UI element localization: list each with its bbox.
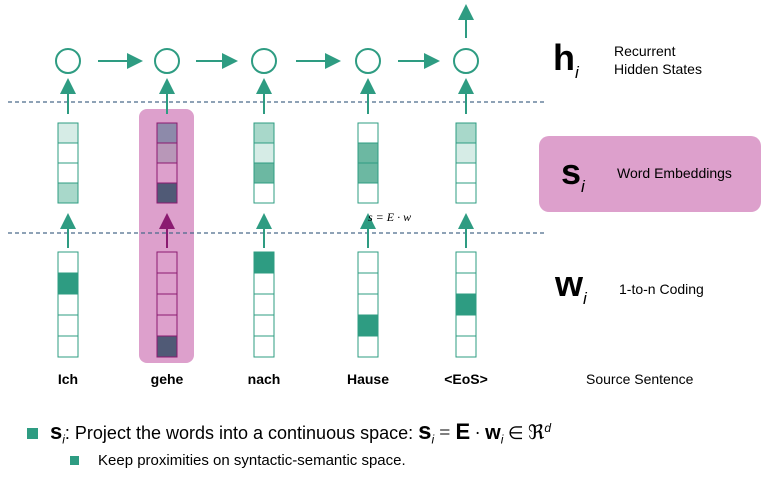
bullet-main: si: Project the words into a continuous …: [50, 418, 552, 447]
source-sentence-label: Source Sentence: [586, 371, 694, 387]
hidden-symbol: hi: [553, 37, 579, 83]
coding-label: 1-to-n Coding: [619, 281, 704, 297]
embedding-vector-hause: [357, 122, 379, 204]
onehot-vector-gehe: [156, 251, 178, 358]
onehot-vector-ich: [57, 251, 79, 358]
hidden-state-4: [355, 48, 381, 74]
hidden-states: [55, 48, 479, 74]
embedding-label: Word Embeddings: [617, 165, 732, 181]
onehot-vector-hause: [357, 251, 379, 358]
hidden-state-2: [154, 48, 180, 74]
word-eos: <EoS>: [444, 371, 488, 387]
onehot-vector-nach: [253, 251, 275, 358]
word-gehe: gehe: [150, 371, 184, 387]
bullet-sub: Keep proximities on syntactic-semantic s…: [98, 452, 406, 469]
embedding-equation: s = E · w: [368, 210, 412, 224]
word-hause: Hause: [346, 371, 390, 387]
hidden-label: Recurrent Hidden States: [614, 43, 702, 77]
embedding-vector-eos: [455, 122, 477, 204]
embedding-symbol: si: [561, 151, 585, 197]
hidden-state-5: [453, 48, 479, 74]
bullet-marker-sub: [70, 456, 79, 465]
coding-to-embedding-arrows: [60, 213, 474, 248]
embedding-vector-nach: [253, 122, 275, 204]
embedding-to-hidden-arrows: [60, 78, 474, 114]
hidden-state-1: [55, 48, 81, 74]
coding-symbol: wi: [555, 263, 587, 309]
word-nach: nach: [247, 371, 281, 387]
hidden-state-3: [251, 48, 277, 74]
embedding-vector-gehe: [156, 122, 178, 204]
embedding-vector-ich: [57, 122, 79, 204]
word-embeddings-highlight: [539, 136, 761, 212]
bullet-marker-main: [27, 428, 38, 439]
word-ich: Ich: [57, 371, 79, 387]
onehot-vector-eos: [455, 251, 477, 358]
